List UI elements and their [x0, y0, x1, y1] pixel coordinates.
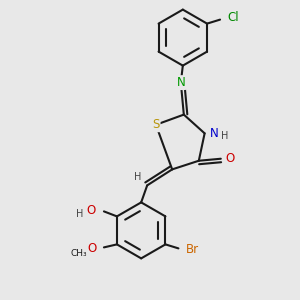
- Text: O: O: [86, 204, 96, 217]
- Text: H: H: [221, 131, 228, 141]
- Text: Cl: Cl: [227, 11, 239, 24]
- Text: O: O: [225, 152, 234, 165]
- Text: O: O: [87, 242, 97, 255]
- Text: N: N: [176, 76, 185, 89]
- Text: S: S: [152, 118, 160, 131]
- Text: H: H: [76, 209, 84, 219]
- Text: H: H: [134, 172, 142, 182]
- Text: CH₃: CH₃: [70, 249, 87, 258]
- Text: Br: Br: [186, 243, 199, 256]
- Text: N: N: [210, 127, 219, 140]
